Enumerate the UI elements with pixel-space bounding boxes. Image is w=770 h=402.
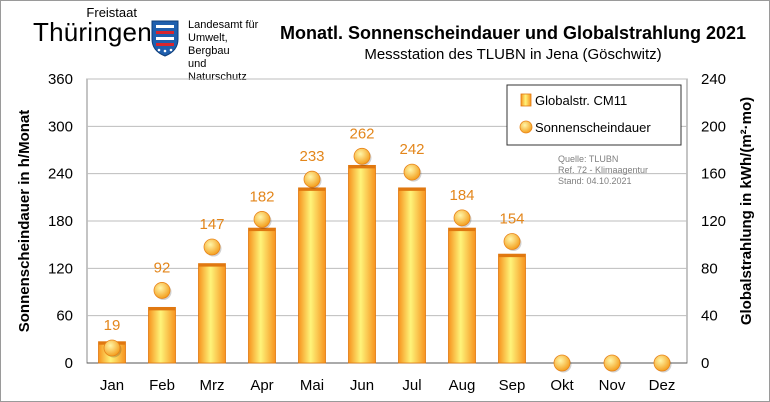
x-tick-label: Dez [649,377,676,394]
bar-globalstrahlung [198,263,226,364]
coat-of-arms-icon [151,20,179,57]
marker-sonnenscheindauer [403,163,421,181]
bar-globalstrahlung [448,227,476,364]
marker-sonnenscheindauer [203,238,221,256]
logo-org-line: Landesamt für [188,19,259,31]
marker-sonnenscheindauer [153,282,171,299]
bar-cap [298,187,326,191]
data-label: 147 [199,216,224,233]
x-tick-label: Sep [499,377,526,394]
logo-org-text: Landesamt für Umwelt, Bergbau und Naturs… [188,19,259,84]
bar-cap [348,165,376,169]
x-tick-label: Nov [599,377,626,394]
y-tick-label-left: 120 [48,260,73,277]
marker-sonnenscheindauer [303,170,321,188]
x-tick-label: Feb [149,377,175,394]
bar-globalstrahlung [148,306,176,364]
thueringen-logo: Freistaat Thüringen Landesamt für Umwelt… [9,5,259,83]
bar-cap [248,228,276,232]
y-tick-label-right: 120 [701,213,726,230]
bar-globalstrahlung [298,187,326,364]
y-tick-label-right: 0 [701,355,709,372]
legend-swatch-bar [520,93,532,107]
x-tick-label: Jun [350,377,374,394]
y-tick-label-right: 200 [701,118,726,135]
data-label: 154 [499,211,524,228]
source-line: Quelle: TLUBN [558,154,619,164]
marker-sonnenscheindauer [503,233,521,250]
bar-globalstrahlung [248,227,276,364]
x-tick-label: Okt [550,377,574,394]
x-tick-label: Jul [402,377,421,394]
y-tick-label-left: 240 [48,166,73,183]
bar-cap [398,187,426,191]
y-tick-label-left: 0 [65,355,73,372]
logo-org-line: Umwelt, Bergbau [188,32,230,57]
marker-sonnenscheindauer [253,211,271,228]
legend-label: Sonnenscheindauer [535,120,651,135]
source-note: Quelle: TLUBN Ref. 72 - Klimaagentur Sta… [558,154,648,187]
y-tick-label-right: 80 [701,260,718,277]
bar-cap [148,307,176,311]
x-tick-label: Aug [449,377,476,394]
bar-cap [448,228,476,232]
y-tick-label-right: 240 [701,71,726,88]
x-tick-label: Mrz [200,377,225,394]
logo-org-line: und Naturschutz [188,58,247,83]
bar-globalstrahlung [398,187,426,364]
marker-sonnenscheindauer [353,147,371,165]
y-tick-label-left: 60 [56,308,73,325]
marker-sonnenscheindauer [453,209,471,227]
marker-sonnenscheindauer [653,354,671,372]
bar-globalstrahlung [498,253,526,364]
bar-cap [498,254,526,258]
data-label: 182 [249,188,274,205]
logo-state-text: Freistaat [86,5,137,20]
legend-box [506,84,682,146]
x-tick-label: Apr [250,377,273,394]
y-tick-label-right: 40 [701,308,718,325]
y-tick-label-left: 360 [48,71,73,88]
data-label: 262 [349,125,374,142]
chart-title: Monatl. Sonnenscheindauer und Globalstra… [279,23,747,43]
marker-sonnenscheindauer [553,354,571,372]
legend-label: Globalstr. CM11 [535,93,627,108]
source-line: Stand: 04.10.2021 [558,176,632,186]
data-label: 92 [154,259,171,276]
y-axis-label-right: Globalstrahlung in kWh/(m²·mo) [738,97,755,325]
x-tick-label: Jan [100,377,124,394]
legend-swatch-marker [519,120,533,134]
y-tick-label-right: 160 [701,166,726,183]
data-label: 184 [449,187,474,204]
source-line: Ref. 72 - Klimaagentur [558,165,649,175]
y-axis-label-left: Sonnenscheindauer in h/Monat [16,110,33,333]
data-label: 233 [299,148,324,165]
chart-subtitle: Messstation des TLUBN in Jena (Göschwitz… [364,46,662,63]
x-tick-label: Mai [300,377,324,394]
y-tick-label-left: 300 [48,118,73,135]
bar-globalstrahlung [348,164,376,364]
marker-sonnenscheindauer [103,339,121,357]
data-label: 19 [104,317,121,334]
bar-cap [198,263,226,267]
data-label: 242 [399,141,424,158]
logo-name-text: Thüringen [33,17,152,47]
marker-sonnenscheindauer [603,354,621,372]
y-tick-label-left: 180 [48,213,73,230]
